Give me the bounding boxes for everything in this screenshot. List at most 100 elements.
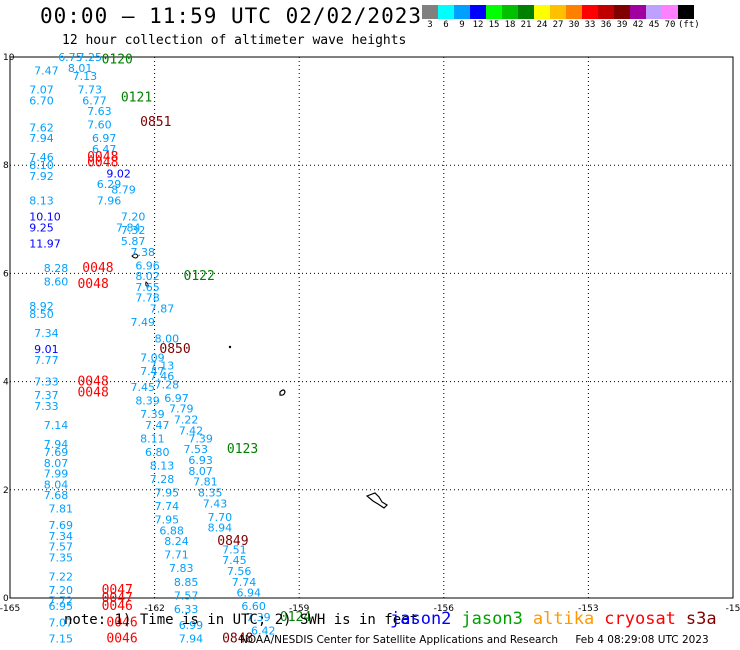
legend-swatch bbox=[566, 5, 582, 19]
wave-height-label: 6.95 bbox=[49, 600, 73, 613]
pass-time-label: 0848 bbox=[222, 632, 253, 647]
legend-label: 27 bbox=[552, 20, 564, 30]
legend-swatch bbox=[598, 5, 614, 19]
pass-time-label: 0046 bbox=[102, 599, 133, 614]
wave-height-label: 7.81 bbox=[49, 503, 73, 516]
wave-height-label: 7.47 bbox=[34, 65, 59, 78]
pass-time-label: 0048 bbox=[82, 261, 113, 276]
x-tick-label: -165 bbox=[0, 604, 20, 614]
pass-time-label: 0120 bbox=[102, 53, 133, 68]
wave-height-label: 6.97 bbox=[92, 132, 117, 145]
wave-height-label: 11.97 bbox=[29, 238, 60, 251]
wave-height-label: 7.83 bbox=[169, 562, 194, 575]
x-tick-label: -159 bbox=[289, 604, 310, 614]
wave-height-label: 8.00 bbox=[155, 332, 180, 345]
wave-height-label: 7.49 bbox=[131, 316, 156, 329]
legend-swatch bbox=[438, 5, 454, 19]
wave-height-label: 7.42 bbox=[179, 424, 204, 437]
legend-label: 42 bbox=[632, 20, 644, 30]
island-outline bbox=[365, 492, 388, 509]
pass-time-label: 0849 bbox=[217, 534, 248, 549]
wave-height-label: 7.60 bbox=[87, 119, 112, 132]
legend-swatch bbox=[614, 5, 630, 19]
legend-label: 33 bbox=[584, 20, 596, 30]
legend-label: 45 bbox=[648, 20, 660, 30]
y-tick-label: 4 bbox=[3, 378, 9, 388]
legend-swatch bbox=[662, 5, 678, 19]
wave-height-label: 7.13 bbox=[150, 359, 175, 372]
wave-height-label: 6.60 bbox=[241, 600, 265, 613]
wave-height-label: 6.75 bbox=[58, 51, 82, 64]
satellite-altika: altika bbox=[532, 609, 595, 629]
legend-label: 21 bbox=[520, 20, 532, 30]
legend-label: 30 bbox=[568, 20, 580, 30]
wave-height-label: 7.56 bbox=[227, 565, 252, 578]
pass-time-label: 0048 bbox=[87, 155, 118, 170]
wave-height-label: 7.95 bbox=[155, 514, 180, 527]
wave-height-label: 7.81 bbox=[193, 476, 218, 489]
wave-height-label: 8.28 bbox=[44, 262, 69, 275]
legend-swatch bbox=[534, 5, 550, 19]
color-legend: 3 6 9 12 15 18 21 24 27 30 33 36 39 42 45 70 (ft) bbox=[422, 5, 700, 35]
wave-height-label: 7.34 bbox=[34, 327, 59, 340]
legend-swatch bbox=[678, 5, 694, 19]
credit-line: NOAA/NESDIS Center for Satellite Applica… bbox=[240, 634, 723, 646]
wave-height-label: 7.22 bbox=[174, 413, 199, 426]
wave-height-label: 7.28 bbox=[155, 378, 180, 391]
pass-time-label: 0851 bbox=[140, 115, 171, 130]
legend-labels: 3 6 9 12 15 18 21 24 27 30 33 36 39 42 45 70 (ft) bbox=[422, 20, 699, 31]
wave-height-label: 7.07 bbox=[49, 616, 73, 629]
wave-height-label: 7.57 bbox=[49, 541, 73, 554]
wave-height-label: 8.02 bbox=[135, 270, 160, 283]
pass-time-label: 0121 bbox=[121, 91, 152, 106]
wave-height-label: 8.94 bbox=[208, 522, 233, 535]
y-tick-label: 8 bbox=[3, 161, 9, 171]
wave-height-label: 8.07 bbox=[44, 457, 69, 470]
wave-height-label: 7.94 bbox=[44, 438, 69, 451]
wave-height-label: 8.92 bbox=[29, 300, 53, 313]
legend-swatch bbox=[646, 5, 662, 19]
satellite-jason2: jason2 bbox=[390, 609, 452, 629]
wave-height-label: 9.01 bbox=[34, 343, 59, 356]
legend-swatch bbox=[486, 5, 502, 19]
wave-height-label: 7.33 bbox=[34, 376, 59, 389]
wave-height-label: 6.94 bbox=[237, 587, 261, 600]
pass-time-label: 0047 bbox=[102, 583, 133, 598]
wave-height-label: 6.99 bbox=[179, 619, 204, 632]
wave-height-label: 7.74 bbox=[155, 500, 180, 513]
island-outline bbox=[131, 253, 139, 259]
wave-height-label: 7.57 bbox=[174, 589, 199, 602]
wave-height-label: 6.97 bbox=[164, 392, 189, 405]
x-tick-label: -153 bbox=[578, 604, 598, 614]
wave-height-label: 7.71 bbox=[164, 549, 189, 562]
wave-height-label: 7.92 bbox=[29, 170, 53, 183]
wave-height-label: 10.10 bbox=[29, 211, 60, 224]
wave-height-label: 7.47 bbox=[140, 365, 165, 378]
y-tick-label: 0 bbox=[3, 594, 9, 604]
wave-height-label: 7.09 bbox=[140, 351, 165, 364]
wave-height-label: 7.79 bbox=[169, 403, 194, 416]
wave-height-label: 7.35 bbox=[49, 551, 73, 564]
legend-label: 3 bbox=[427, 20, 433, 30]
wave-height-label: 7.47 bbox=[145, 419, 170, 432]
satellite-s3a: s3a bbox=[685, 609, 717, 629]
wave-height-label: 7.37 bbox=[34, 389, 59, 402]
wave-height-label: 6.96 bbox=[135, 259, 160, 272]
legend-label: 15 bbox=[488, 20, 500, 30]
y-tick-label: 6 bbox=[3, 269, 9, 279]
wave-height-label: 7.15 bbox=[49, 633, 73, 646]
y-tick-label: 10 bbox=[3, 53, 15, 63]
wave-height-label: 7.34 bbox=[49, 530, 73, 543]
pass-time-label: 0048 bbox=[77, 277, 108, 292]
wave-height-label: 6.42 bbox=[251, 624, 276, 637]
wave-height-label: 7.46 bbox=[150, 370, 175, 383]
plot-frame bbox=[9, 56, 734, 599]
legend-label: 9 bbox=[459, 20, 465, 30]
wave-height-label: 6.93 bbox=[188, 454, 213, 467]
wave-height-label: 8.11 bbox=[140, 432, 165, 445]
wave-height-label: 7.45 bbox=[222, 554, 247, 567]
legend-label: 39 bbox=[616, 20, 628, 30]
legend-label: 6 bbox=[443, 20, 449, 30]
x-tick-label: -156 bbox=[434, 604, 455, 614]
